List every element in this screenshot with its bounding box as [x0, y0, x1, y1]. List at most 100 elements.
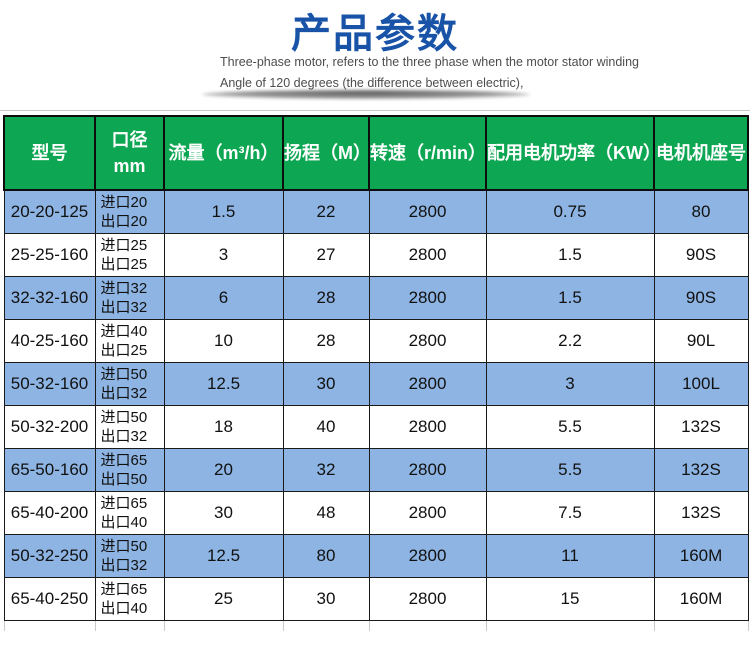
partial-cell	[94, 620, 165, 631]
head-cell: 32	[282, 448, 370, 492]
flow-cell: 12.5	[163, 534, 284, 578]
page-header: 产品参数 Three-phase motor, refers to the th…	[0, 0, 750, 110]
model-cell: 50-32-250	[3, 534, 96, 578]
table-row: 40-25-160 进口40 出口25 10 28 2800 2.2 90L	[3, 319, 749, 363]
table-row: 50-32-250 进口50 出口32 12.5 80 2800 11 160M	[3, 534, 749, 578]
head-cell: 30	[282, 577, 370, 621]
flow-cell: 1.5	[163, 189, 284, 234]
model-cell: 20-20-125	[3, 189, 96, 234]
column-header: 转速（r/min）	[368, 115, 487, 191]
column-header: 扬程（M）	[282, 115, 371, 191]
head-cell: 40	[282, 405, 370, 449]
diameter-cell: 进口50 出口32	[94, 362, 165, 406]
head-cell: 27	[282, 233, 370, 277]
power-cell: 1.5	[485, 276, 655, 320]
frame-cell: 132S	[653, 491, 749, 535]
head-cell: 30	[282, 362, 370, 406]
page-title: 产品参数	[291, 12, 459, 56]
speed-cell: 2800	[368, 362, 487, 406]
power-cell: 15	[485, 577, 655, 621]
flow-cell: 20	[163, 448, 284, 492]
model-cell: 25-25-160	[3, 233, 96, 277]
subtitle-line-2: Angle of 120 degrees (the difference bet…	[220, 76, 524, 90]
diameter-cell: 进口20 出口20	[94, 189, 165, 234]
speed-cell: 2800	[368, 577, 487, 621]
speed-cell: 2800	[368, 319, 487, 363]
column-header: 口径 mm	[94, 115, 165, 191]
speed-cell: 2800	[368, 491, 487, 535]
partial-cell	[485, 620, 655, 631]
frame-cell: 160M	[653, 577, 749, 621]
diameter-cell: 进口40 出口25	[94, 319, 165, 363]
flow-cell: 3	[163, 233, 284, 277]
table-row: 20-20-125 进口20 出口20 1.5 22 2800 0.75 80	[3, 189, 749, 234]
table-row: 65-50-160 进口65 出口50 20 32 2800 5.5 132S	[3, 448, 749, 492]
power-cell: 5.5	[485, 448, 655, 492]
partial-cell	[163, 620, 284, 631]
flow-cell: 25	[163, 577, 284, 621]
speed-cell: 2800	[368, 189, 487, 234]
head-cell: 22	[282, 189, 370, 234]
flow-cell: 10	[163, 319, 284, 363]
frame-cell: 160M	[653, 534, 749, 578]
flow-cell: 18	[163, 405, 284, 449]
head-cell: 48	[282, 491, 370, 535]
frame-cell: 90L	[653, 319, 749, 363]
speed-cell: 2800	[368, 534, 487, 578]
model-cell: 65-50-160	[3, 448, 96, 492]
frame-cell: 90S	[653, 276, 749, 320]
power-cell: 1.5	[485, 233, 655, 277]
column-header: 流量（m³/h）	[163, 115, 284, 191]
partial-cell	[653, 620, 749, 631]
speed-cell: 2800	[368, 448, 487, 492]
column-header: 配用电机功率（KW）	[485, 115, 661, 191]
power-cell: 0.75	[485, 189, 655, 234]
speed-cell: 2800	[368, 276, 487, 320]
frame-cell: 80	[653, 189, 749, 234]
frame-cell: 100L	[653, 362, 749, 406]
column-header: 电机机座号	[653, 115, 749, 191]
model-cell: 50-32-160	[3, 362, 96, 406]
partial-row	[3, 620, 749, 631]
partial-cell	[282, 620, 370, 631]
model-cell: 65-40-250	[3, 577, 96, 621]
diameter-cell: 进口65 出口40	[94, 491, 165, 535]
frame-cell: 90S	[653, 233, 749, 277]
partial-cell	[368, 620, 487, 631]
frame-cell: 132S	[653, 405, 749, 449]
diameter-cell: 进口50 出口32	[94, 405, 165, 449]
decorative-shadow	[202, 90, 530, 99]
head-cell: 80	[282, 534, 370, 578]
table-row: 25-25-160 进口25 出口25 3 27 2800 1.5 90S	[3, 233, 749, 277]
table-row: 50-32-160 进口50 出口32 12.5 30 2800 3 100L	[3, 362, 749, 406]
header-row: 型号 口径 mm 流量（m³/h） 扬程（M） 转速（r/min） 配用电机功率（KW） 电机…	[3, 115, 749, 191]
head-cell: 28	[282, 319, 370, 363]
flow-cell: 12.5	[163, 362, 284, 406]
diameter-cell: 进口65 出口40	[94, 577, 165, 621]
power-cell: 3	[485, 362, 655, 406]
model-cell: 65-40-200	[3, 491, 96, 535]
spec-table-head: 型号 口径 mm 流量（m³/h） 扬程（M） 转速（r/min） 配用电机功率（KW） 电机…	[3, 115, 749, 191]
flow-cell: 6	[163, 276, 284, 320]
spec-table: 型号 口径 mm 流量（m³/h） 扬程（M） 转速（r/min） 配用电机功率（KW） 电机…	[3, 115, 749, 631]
power-cell: 2.2	[485, 319, 655, 363]
speed-cell: 2800	[368, 233, 487, 277]
spec-table-body: 20-20-125 进口20 出口20 1.5 22 2800 0.75 80 25-25-16…	[3, 189, 749, 631]
power-cell: 11	[485, 534, 655, 578]
table-row: 65-40-200 进口65 出口40 30 48 2800 7.5 132S	[3, 491, 749, 535]
table-row: 65-40-250 进口65 出口40 25 30 2800 15 160M	[3, 577, 749, 621]
diameter-cell: 进口25 出口25	[94, 233, 165, 277]
head-cell: 28	[282, 276, 370, 320]
diameter-cell: 进口50 出口32	[94, 534, 165, 578]
subtitle-line-1: Three-phase motor, refers to the three p…	[220, 55, 639, 69]
flow-cell: 30	[163, 491, 284, 535]
speed-cell: 2800	[368, 405, 487, 449]
power-cell: 5.5	[485, 405, 655, 449]
diameter-cell: 进口32 出口32	[94, 276, 165, 320]
table-row: 32-32-160 进口32 出口32 6 28 2800 1.5 90S	[3, 276, 749, 320]
power-cell: 7.5	[485, 491, 655, 535]
column-header: 型号	[3, 115, 96, 191]
frame-cell: 132S	[653, 448, 749, 492]
diameter-cell: 进口65 出口50	[94, 448, 165, 492]
